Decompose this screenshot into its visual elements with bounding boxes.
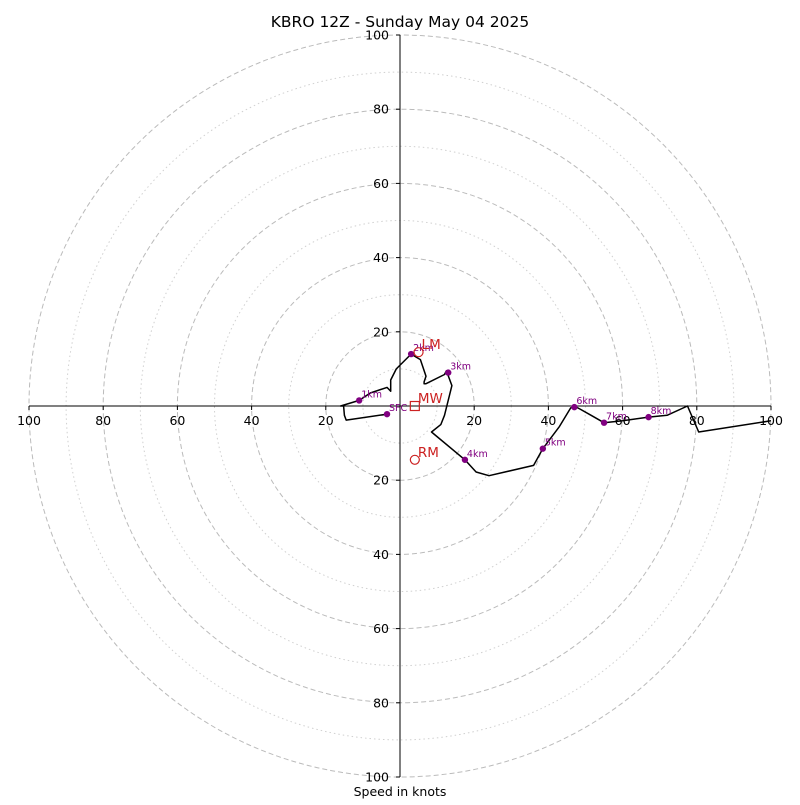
height-marker-dot <box>461 456 469 463</box>
storm-motion-label: RM <box>418 445 439 461</box>
y-tick-label: 60 <box>373 176 389 191</box>
height-marker-label: 1km <box>361 389 382 400</box>
height-marker-label: 5km <box>545 438 566 449</box>
y-tick-label: 80 <box>373 695 389 710</box>
storm-motion-circle <box>409 454 420 465</box>
y-tick-label: 20 <box>373 324 389 339</box>
y-tick-label: 40 <box>373 250 389 265</box>
height-marker-dot <box>407 350 415 358</box>
height-marker-dot <box>600 419 608 426</box>
x-axis-label: Speed in knots <box>354 784 447 799</box>
axes <box>29 35 771 777</box>
storm-motion-label: LM <box>422 337 441 353</box>
height-marker-label: 3km <box>450 362 471 373</box>
tick-labels: 1001008080606040402020202040406060808010… <box>17 28 783 785</box>
height-marker-dot <box>445 369 452 376</box>
storm-motion-markers: LM MW RM <box>409 337 443 465</box>
mean-wind-marker <box>409 400 420 412</box>
height-marker-dot <box>383 410 391 418</box>
x-tick-label: 60 <box>169 413 185 428</box>
height-marker-dot <box>645 413 652 421</box>
height-marker-dot <box>539 445 547 452</box>
x-tick-label: 20 <box>318 413 334 428</box>
y-tick-label: 60 <box>373 621 389 636</box>
chart-title: KBRO 12Z - Sunday May 04 2025 <box>271 13 529 31</box>
x-tick-label: 100 <box>759 413 783 428</box>
height-marker-label: 4km <box>467 449 488 460</box>
height-marker-dot <box>355 397 363 404</box>
y-tick-label: 20 <box>373 473 389 488</box>
height-marker-label: 2km <box>413 343 434 354</box>
x-tick-label: 80 <box>95 413 111 428</box>
x-tick-label: 40 <box>244 413 260 428</box>
y-tick-label: 40 <box>373 547 389 562</box>
storm-motion-label: MW <box>418 391 443 407</box>
height-marker-label: 6km <box>576 396 597 407</box>
x-tick-label: 40 <box>540 413 556 428</box>
height-marker-label: SFC <box>389 403 407 414</box>
y-tick-label: 80 <box>373 102 389 117</box>
hodograph-trace <box>339 353 772 477</box>
height-markers: SFC 1km 2km 3km 4km 5km 6km 7km 8km <box>355 343 672 463</box>
storm-motion-circle <box>413 347 424 358</box>
x-tick-label: 100 <box>17 413 41 428</box>
hodograph-trace-layer <box>339 353 772 477</box>
y-tick-label: 100 <box>365 770 389 785</box>
x-tick-label: 20 <box>466 413 482 428</box>
height-marker-label: 8km <box>651 406 672 417</box>
y-tick-label: 100 <box>365 28 389 43</box>
height-marker-dot <box>571 403 578 411</box>
height-marker-label: 7km <box>606 412 627 423</box>
